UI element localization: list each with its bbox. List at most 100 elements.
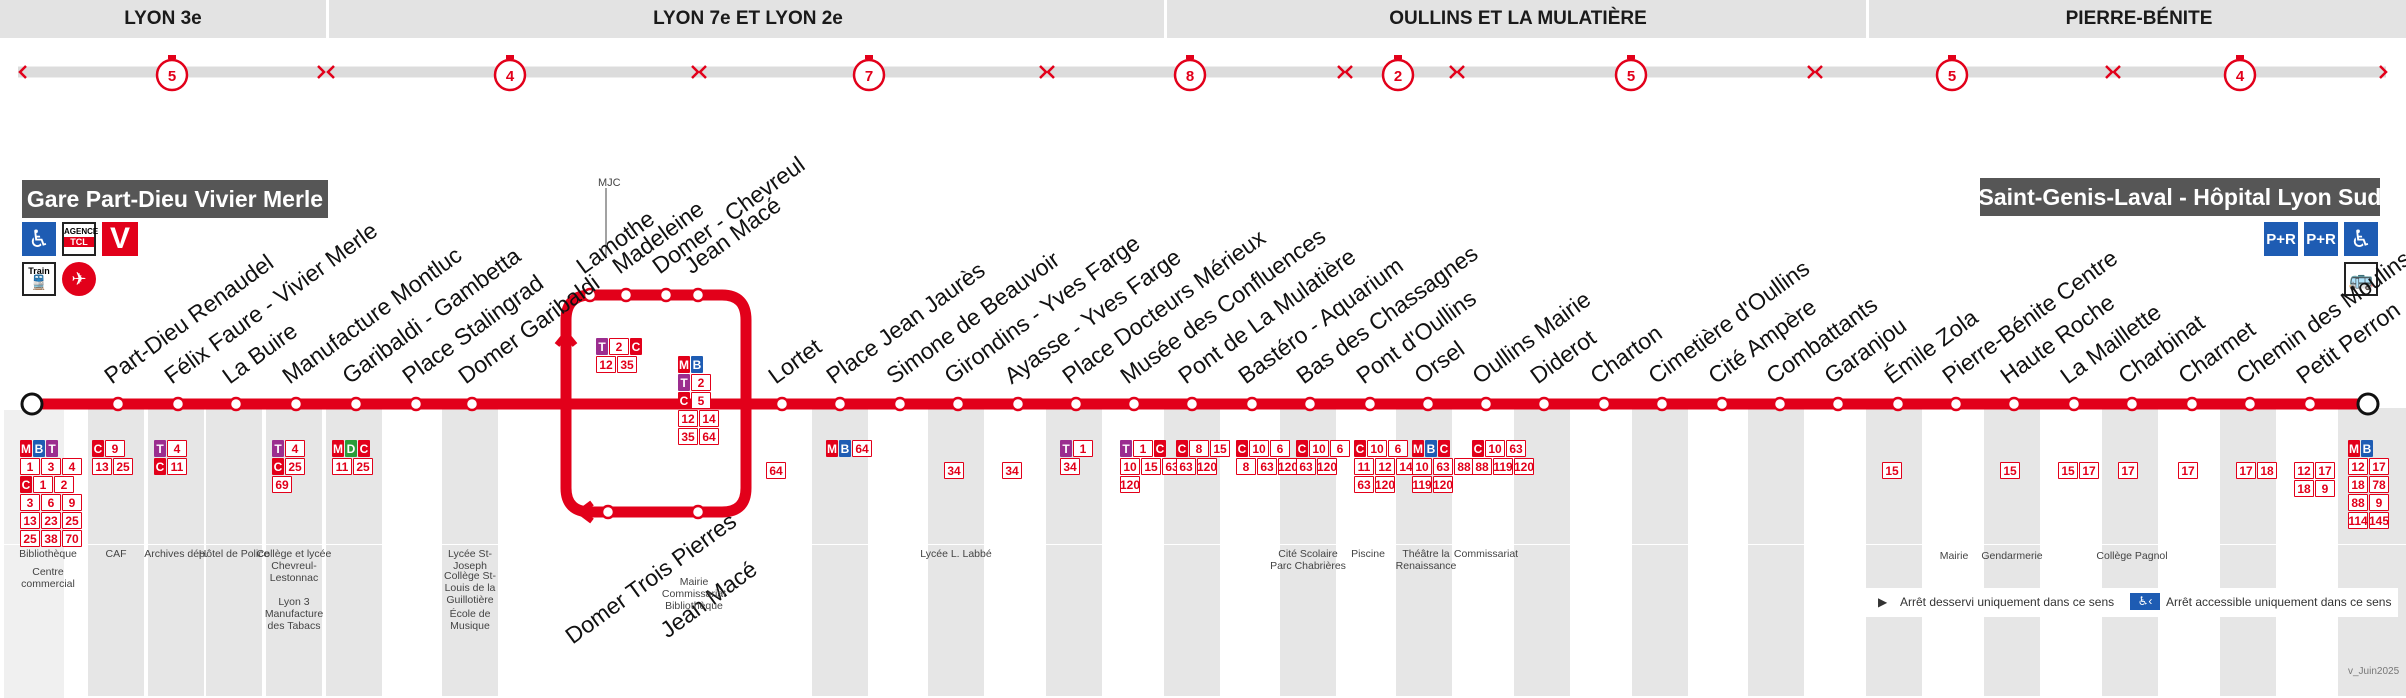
- connection-badge: 8: [1189, 440, 1209, 457]
- connection-badge: 64: [852, 440, 872, 457]
- connection-badge: 17: [2369, 458, 2389, 475]
- time-label: 5: [1627, 68, 1635, 85]
- stop-dot: [1068, 396, 1084, 412]
- connection-badge: 120: [1196, 458, 1218, 475]
- direction-arrow: [575, 500, 594, 524]
- connection-badge: 120: [1119, 476, 1141, 493]
- connection-badge: 17: [2178, 462, 2198, 479]
- connection-badge: 34: [1002, 462, 1022, 479]
- connection-badge: 25: [62, 512, 82, 529]
- connection-badge: C: [1438, 440, 1450, 457]
- zone-lyon7-lyon2: LYON 7e ET LYON 2e: [326, 0, 1167, 38]
- connection-badge: 17: [2079, 462, 2099, 479]
- service-text: Cité Scolaire Parc Chabrières: [1270, 548, 1346, 572]
- stop-dot: [1948, 396, 1964, 412]
- connection-badge: 10: [1367, 440, 1387, 457]
- connection-badge: 12: [2348, 458, 2368, 475]
- connection-badge: 9: [105, 440, 125, 457]
- version-label: v_Juin2025: [2348, 666, 2400, 677]
- stop-dot: [408, 396, 424, 412]
- stop-dot: [170, 396, 186, 412]
- service-text: École de Musique: [449, 608, 491, 632]
- connection-badge: 63: [1506, 440, 1526, 457]
- connection-badge: M: [678, 356, 690, 373]
- connection-badge: 63: [1354, 476, 1374, 493]
- accessible-one-way-icon: ♿‹: [2130, 593, 2160, 610]
- stopwatch-icon: 7: [852, 55, 886, 92]
- connection-badge: 17: [2315, 462, 2335, 479]
- connection-badge: C: [154, 458, 166, 475]
- service-text: Collège St-Louis de la Guillotière: [444, 570, 496, 606]
- connection-badge: M: [20, 440, 32, 457]
- accessible-icon: ♿: [22, 222, 56, 256]
- stop-dot: [2124, 396, 2140, 412]
- connection-badge: T: [596, 338, 608, 355]
- stopwatch-icon: 8: [1173, 55, 1207, 92]
- connection-badge: 63: [1296, 458, 1316, 475]
- stop-dot: [1420, 396, 1436, 412]
- service-text: Centre commercial: [21, 566, 75, 590]
- connection-badge: T: [272, 440, 284, 457]
- time-label: 4: [2236, 68, 2245, 85]
- connection-badge: T: [46, 440, 58, 457]
- stopwatch-icon: 4: [2223, 55, 2257, 92]
- connection-badge: T: [154, 440, 166, 457]
- stop-dot: [1244, 396, 1260, 412]
- travel-time-bar: 5 4 7 8 2 5 5 4 mn: [18, 55, 2388, 129]
- service-text: Lycée L. Labbé: [920, 548, 992, 560]
- stop-dot: [1362, 396, 1378, 412]
- stop-dot: [1714, 396, 1730, 412]
- connection-badge: 23: [41, 512, 61, 529]
- stop-dot: [774, 396, 790, 412]
- connection-badge: 15: [1141, 458, 1161, 475]
- stop-dot: [618, 287, 634, 303]
- time-label: 5: [1948, 68, 1956, 85]
- connection-badge: 34: [1060, 458, 1080, 475]
- connection-badge: 69: [272, 476, 292, 493]
- stop-dot: [1890, 396, 1906, 412]
- connection-badge: 10: [1120, 458, 1140, 475]
- connection-badge: 12: [678, 410, 698, 427]
- service-text: Mairie: [1939, 550, 1969, 562]
- col-bg: [1866, 408, 1922, 696]
- connection-badge: D: [345, 440, 357, 457]
- connection-badge: C: [1154, 440, 1166, 457]
- one-way-icon: ▶: [1878, 595, 1888, 609]
- connection-badge: 120: [1316, 458, 1338, 475]
- service-text: Collège Pagnol: [2096, 550, 2168, 562]
- connection-badge: B: [33, 440, 45, 457]
- col-bg: [1632, 408, 1688, 696]
- stop-dot: [690, 504, 706, 520]
- start-terminus: Gare Part-Dieu Vivier Merle: [22, 180, 328, 218]
- connection-badge: 6: [1388, 440, 1408, 457]
- connection-badge: 34: [944, 462, 964, 479]
- park-ride-icon: P+R: [2264, 222, 2298, 256]
- stop-dot: [1302, 396, 1318, 412]
- connection-badge: 9: [2315, 480, 2335, 497]
- connection-badge: 1: [20, 458, 40, 475]
- connection-badge: 120: [1277, 458, 1299, 475]
- stop-dot: [600, 504, 616, 520]
- connection-badge: C: [1176, 440, 1188, 457]
- stop-dot: [690, 287, 706, 303]
- connection-badge: 3: [20, 494, 40, 511]
- time-label: 2: [1394, 68, 1402, 85]
- connection-badge: 1: [1133, 440, 1153, 457]
- connection-badge: B: [2361, 440, 2373, 457]
- connection-badge: 25: [20, 530, 40, 547]
- stop-dot: [1596, 396, 1612, 412]
- stop-dot: [1010, 396, 1026, 412]
- connection-badge: 12: [1375, 458, 1395, 475]
- connection-badge: 10: [1309, 440, 1329, 457]
- stop-dot: [1126, 396, 1142, 412]
- stop-dot: [1536, 396, 1552, 412]
- time-label: 8: [1186, 68, 1194, 85]
- connection-badge: 2: [609, 338, 629, 355]
- connection-badge: 63: [1257, 458, 1277, 475]
- connection-badge: 18: [2348, 476, 2368, 493]
- col-bg: [442, 408, 498, 696]
- end-terminus: Saint-Genis-Laval - Hôpital Lyon Sud: [1979, 178, 2381, 216]
- train-icon: Train 🚆: [22, 262, 56, 296]
- connection-badge: 10: [1249, 440, 1269, 457]
- connection-badge: 18: [2257, 462, 2277, 479]
